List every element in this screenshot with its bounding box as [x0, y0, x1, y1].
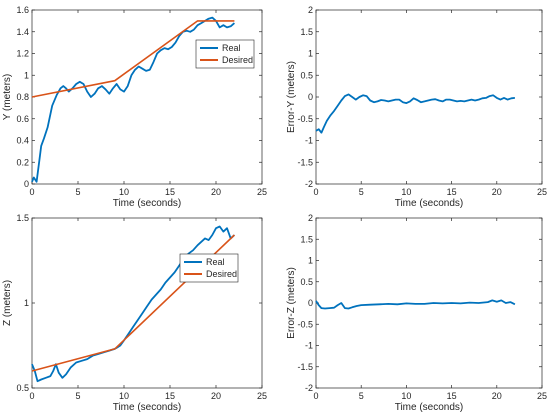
x-tick-label: 20	[492, 391, 502, 401]
series-line-real	[31, 225, 236, 383]
x-tick-label: 20	[211, 391, 221, 401]
y-tick-label: -1.5	[297, 362, 313, 372]
y-tick-label: 0.5	[300, 277, 313, 287]
y-axis-label: Error-Z (meters)	[286, 267, 297, 339]
y-axis-label: Error-Y (meters)	[286, 61, 297, 133]
x-tick-label: 20	[211, 187, 221, 197]
plot-4: 0 5 10 15 20 25 -2 -1.5 -1 -0.5 0 0.5 1 1.5 2 Time (sec…	[286, 213, 547, 413]
y-tick-label: 1.4	[16, 27, 29, 37]
y-tick-label: 1.5	[300, 27, 313, 37]
plot-2: 0 5 10 15 20 25 -2 -1.5 -1 -0.5 0 0.5 1 1.5 2 Time (sec…	[286, 5, 547, 209]
y-tick-label: 1	[24, 298, 29, 308]
x-tick-label: 25	[537, 187, 547, 197]
y-tick-label: -0.5	[297, 114, 313, 124]
y-tick-label: 2	[308, 213, 313, 223]
x-tick-label: 25	[257, 187, 267, 197]
y-tick-label: -2	[305, 383, 313, 393]
y-tick-label: -1	[305, 341, 313, 351]
y-tick-label: -1.5	[297, 157, 313, 167]
y-tick-label: -2	[305, 179, 313, 189]
y-axis-label: Y (meters)	[2, 74, 13, 121]
y-tick-label: 1	[308, 49, 313, 59]
y-tick-label: 0	[24, 179, 29, 189]
plot-1: 0 5 10 15 20 25 0 0.2 0.4 0.6 0.8 1 1.2 1.4 1.6 Time (s…	[2, 5, 267, 209]
y-tick-label: 0.8	[16, 92, 29, 102]
y-tick-label: 1	[24, 70, 29, 80]
x-tick-label: 25	[537, 391, 547, 401]
y-tick-label: 1.6	[16, 5, 29, 15]
plot-area	[31, 9, 263, 185]
series-line-error	[315, 299, 516, 310]
x-axis-label: Time (seconds)	[113, 402, 182, 413]
series-line-real	[31, 16, 235, 183]
plot-area	[31, 217, 263, 389]
series-line-desired	[31, 20, 235, 98]
x-tick-label: 10	[119, 391, 129, 401]
y-tick-label: 1.5	[16, 213, 29, 223]
y-tick-label: 0	[308, 298, 313, 308]
y-tick-label: -1	[305, 136, 313, 146]
x-tick-label: 5	[75, 391, 80, 401]
legend-label: Desired	[222, 55, 253, 65]
x-tick-label: 15	[447, 187, 457, 197]
x-tick-label: 10	[401, 391, 411, 401]
x-tick-label: 15	[165, 187, 175, 197]
y-tick-label: 0.4	[16, 136, 29, 146]
y-tick-label: 0.6	[16, 114, 29, 124]
y-tick-label: 0.5	[16, 383, 29, 393]
x-tick-label: 5	[75, 187, 80, 197]
x-tick-label: 15	[165, 391, 175, 401]
legend-label: Desired	[206, 269, 237, 279]
x-tick-label: 10	[119, 187, 129, 197]
legend-label: Real	[222, 43, 241, 53]
y-tick-label: 1.5	[300, 234, 313, 244]
legend-box	[179, 253, 239, 283]
plot-area	[315, 9, 543, 185]
y-tick-label: 1	[308, 256, 313, 266]
x-axis-label: Time (seconds)	[395, 402, 464, 413]
x-tick-label: 0	[313, 187, 318, 197]
legend-box	[195, 39, 255, 69]
y-tick-label: 0	[308, 92, 313, 102]
legend-label: Real	[206, 257, 225, 267]
x-tick-label: 15	[447, 391, 457, 401]
x-axis-label: Time (seconds)	[113, 198, 182, 209]
plot-3: 0 5 10 15 20 25 0.5 1 1.5 Time (seconds) Z (meters…	[2, 213, 267, 413]
y-tick-label: 0.2	[16, 157, 29, 167]
y-tick-label: -0.5	[297, 319, 313, 329]
legend: Real Desired	[195, 39, 255, 69]
x-tick-label: 10	[401, 187, 411, 197]
x-tick-label: 0	[29, 187, 34, 197]
x-axis-label: Time (seconds)	[395, 198, 464, 209]
y-tick-label: 1.2	[16, 49, 29, 59]
x-tick-label: 25	[257, 391, 267, 401]
x-tick-label: 5	[359, 391, 364, 401]
legend: Real Desired	[179, 253, 239, 283]
x-tick-label: 0	[29, 391, 34, 401]
y-tick-label: 2	[308, 5, 313, 15]
x-tick-label: 20	[492, 187, 502, 197]
x-tick-label: 0	[313, 391, 318, 401]
series-line-error	[315, 93, 515, 134]
y-tick-label: 0.5	[300, 70, 313, 80]
y-axis-label: Z (meters)	[2, 280, 13, 326]
x-tick-label: 5	[359, 187, 364, 197]
